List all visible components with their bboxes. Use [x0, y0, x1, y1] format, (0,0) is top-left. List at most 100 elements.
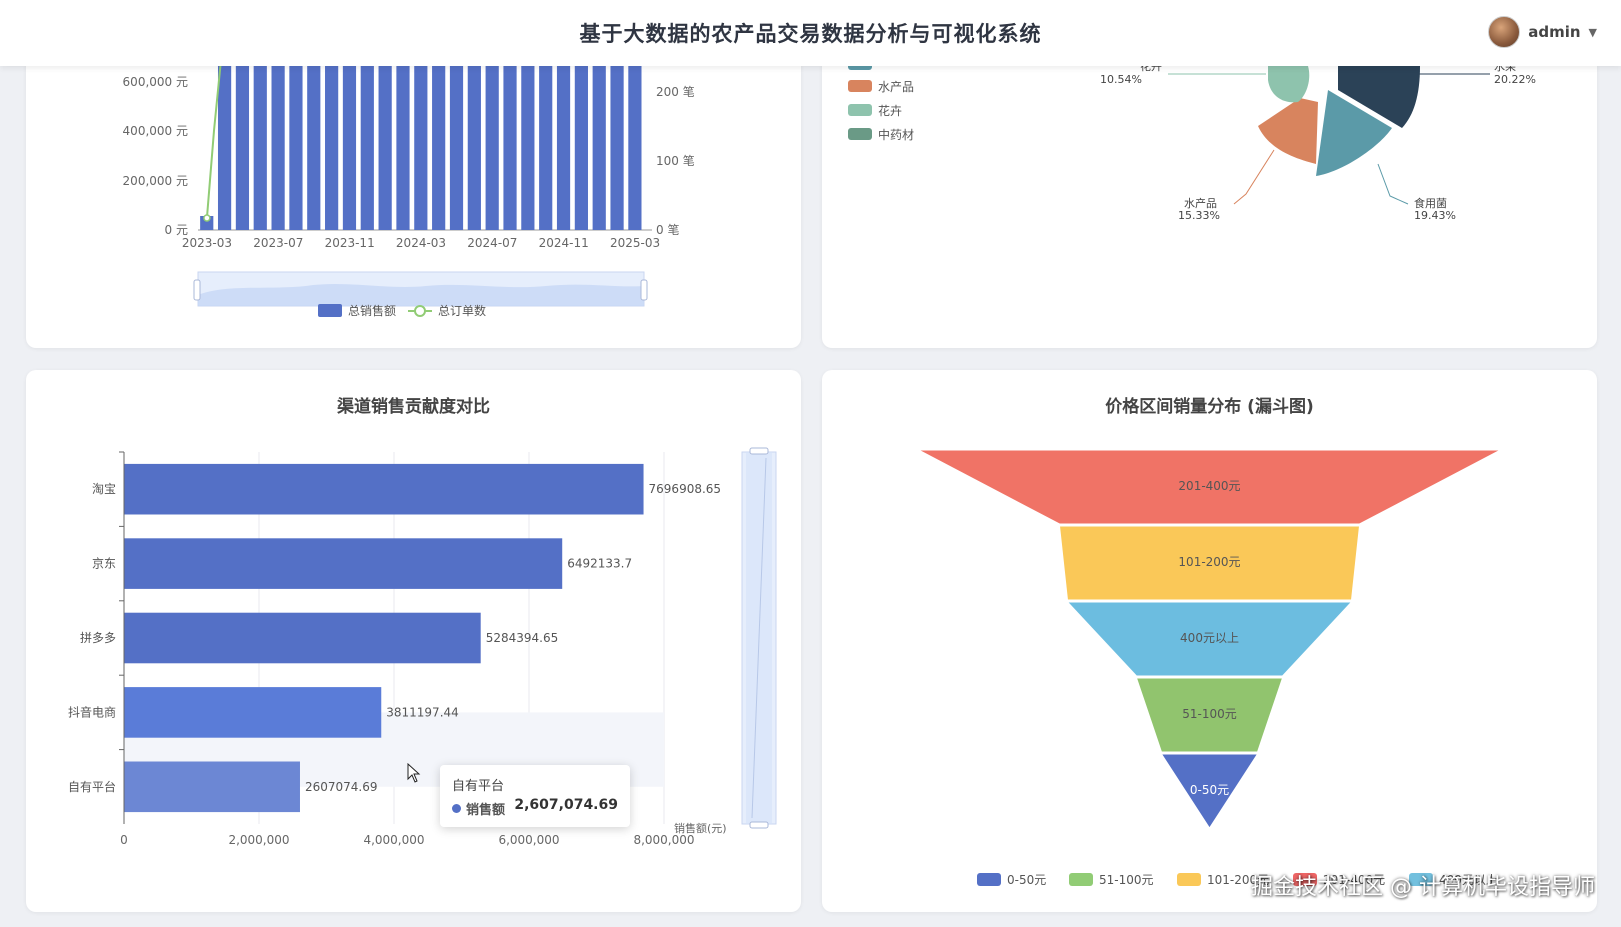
funnel-stage[interactable]: [1066, 601, 1353, 677]
sales-bar[interactable]: [414, 40, 428, 230]
sales-bar[interactable]: [432, 40, 446, 230]
funnel-stage-label: 400元以上: [1180, 631, 1239, 645]
legend-label-aquatic[interactable]: 水产品: [878, 80, 914, 94]
legend-swatch[interactable]: [1069, 873, 1093, 886]
sales-bar[interactable]: [592, 40, 606, 230]
y-left-tick-label: 600,000 元: [123, 75, 188, 89]
legend-swatch[interactable]: [1177, 873, 1201, 886]
sales-bar[interactable]: [628, 40, 642, 230]
funnel-stage[interactable]: [918, 449, 1501, 525]
sales-bar[interactable]: [253, 40, 267, 230]
tooltip-series-name: 销售额: [466, 803, 506, 818]
legend-label-flowers[interactable]: 花卉: [878, 103, 902, 118]
sales-bar[interactable]: [556, 40, 571, 230]
zoom-handle-right[interactable]: [640, 279, 648, 301]
bar-value-label: 6492133.7: [567, 557, 632, 571]
category-label: 自有平台: [68, 779, 116, 794]
sales-bar[interactable]: [378, 40, 392, 230]
x-tick-label: 2023-11: [325, 236, 375, 250]
pie-label-fruit-pct: 20.22%: [1494, 73, 1536, 86]
funnel-stage-label: 0-50元: [1190, 783, 1229, 797]
username[interactable]: admin: [1528, 23, 1581, 41]
sales-bar[interactable]: [289, 40, 303, 230]
sales-bar[interactable]: [539, 40, 553, 230]
legend-swatch-flowers[interactable]: [848, 104, 872, 116]
pie-labels: 花卉 10.54% 水果 20.22% 食用菌 19.43% 水产品 15.33…: [1100, 60, 1536, 222]
legend-label[interactable]: 400元以上: [1439, 873, 1498, 887]
legend-swatch[interactable]: [977, 873, 1001, 886]
zoom-handle-left[interactable]: [193, 279, 201, 301]
pie-slice-fungi[interactable]: [1316, 90, 1392, 176]
bar-value-label: 7696908.65: [649, 482, 722, 496]
legend-swatch-herbs[interactable]: [848, 128, 872, 140]
channel-bar[interactable]: [124, 538, 563, 589]
data-zoom-slider[interactable]: [193, 271, 648, 307]
sales-bar[interactable]: [485, 40, 499, 230]
category-share-chart: 水产品 花卉 中药材 花卉 10.54% 水果 20.22% 食用菌 19.43…: [848, 58, 1536, 222]
sales-bar[interactable]: [271, 40, 285, 230]
sales-bar[interactable]: [235, 40, 250, 230]
bar-value-label: 3811197.44: [386, 705, 459, 719]
funnel-chart-title: 价格区间销量分布 (漏斗图): [1105, 397, 1314, 417]
y-right-tick-label: 100 笔: [656, 153, 695, 168]
sales-bar[interactable]: [342, 40, 357, 230]
watermark: 掘金技术社区 @ 计算机毕设指导师: [1251, 875, 1595, 900]
zoom-preview-area: [198, 284, 644, 306]
sales-bar[interactable]: [360, 40, 374, 230]
sales-bar[interactable]: [217, 40, 232, 230]
legend-swatch[interactable]: [1409, 873, 1433, 886]
legend-label[interactable]: 101-200元: [1207, 873, 1269, 887]
channel-bar[interactable]: [124, 687, 382, 738]
label-line-aquatic: [1233, 149, 1275, 205]
vertical-zoom-slider[interactable]: [741, 447, 777, 829]
sales-bar[interactable]: [503, 40, 517, 230]
channel-axes: 0 2,000,000 4,000,000 6,000,000 8,000,000 淘宝京…: [68, 451, 695, 847]
channel-bar[interactable]: [124, 612, 481, 664]
legend-label[interactable]: 201-400元: [1323, 873, 1385, 887]
price-range-card: 价格区间销量分布 (漏斗图) 201-400元 101-200元 400元以上 51-…: [822, 370, 1597, 912]
legend-label[interactable]: 51-100元: [1099, 873, 1154, 887]
series-point-orders: [203, 214, 211, 222]
pie-slice-aquatic[interactable]: [1258, 98, 1318, 164]
pie-slice-fruit[interactable]: [1338, 66, 1420, 128]
mouse-cursor-icon: [407, 763, 421, 783]
pie-label-aquatic-name: 水产品: [1184, 196, 1217, 210]
avatar[interactable]: [1488, 16, 1521, 48]
funnel-stage-label: 201-400元: [1178, 479, 1240, 493]
legend-swatch-orders-dot[interactable]: [414, 305, 426, 317]
x-tick-label: 2,000,000: [228, 833, 289, 847]
sales-bar[interactable]: [307, 40, 321, 230]
channel-chart-title: 渠道销售贡献度对比: [337, 397, 490, 417]
tooltip-series-dot: [452, 804, 461, 813]
vzoom-handle-top[interactable]: [749, 447, 769, 455]
vzoom-handle-bottom[interactable]: [749, 821, 769, 829]
sales-bar[interactable]: [467, 40, 481, 230]
funnel-stage[interactable]: [1160, 753, 1259, 829]
chevron-down-icon[interactable]: ▼: [1588, 25, 1597, 39]
legend-swatch-sales[interactable]: [318, 304, 342, 317]
sales-bar[interactable]: [396, 40, 410, 230]
tooltip-value: 2,607,074.69: [514, 797, 618, 813]
legend-label[interactable]: 0-50元: [1007, 873, 1046, 887]
sales-bar[interactable]: [521, 40, 535, 230]
funnel-stage[interactable]: [1135, 677, 1284, 753]
legend-label-orders[interactable]: 总订单数: [438, 303, 486, 318]
y-left-tick-label: 200,000 元: [123, 174, 188, 188]
user-menu[interactable]: admin ▼: [1488, 16, 1597, 48]
channel-bar[interactable]: [124, 761, 300, 813]
channel-bar[interactable]: [124, 463, 644, 515]
legend-swatch-aquatic[interactable]: [848, 80, 872, 92]
funnel-stage[interactable]: [1058, 525, 1361, 601]
sales-bar[interactable]: [449, 40, 464, 230]
sales-bar[interactable]: [610, 40, 624, 230]
legend-swatch[interactable]: [1293, 873, 1317, 886]
legend-label-sales[interactable]: 总销售额: [348, 303, 396, 318]
legend-label-herbs[interactable]: 中药材: [878, 127, 914, 142]
funnel-stage-label: 101-200元: [1178, 555, 1240, 569]
sales-bar[interactable]: [574, 40, 588, 230]
x-tick-label: 2023-03: [182, 236, 232, 250]
funnel-stage-label: 51-100元: [1182, 707, 1237, 721]
sales-bar[interactable]: [325, 40, 339, 230]
pie-slice-flowers[interactable]: [1268, 66, 1310, 103]
x-tick-label: 2025-03: [610, 236, 660, 250]
